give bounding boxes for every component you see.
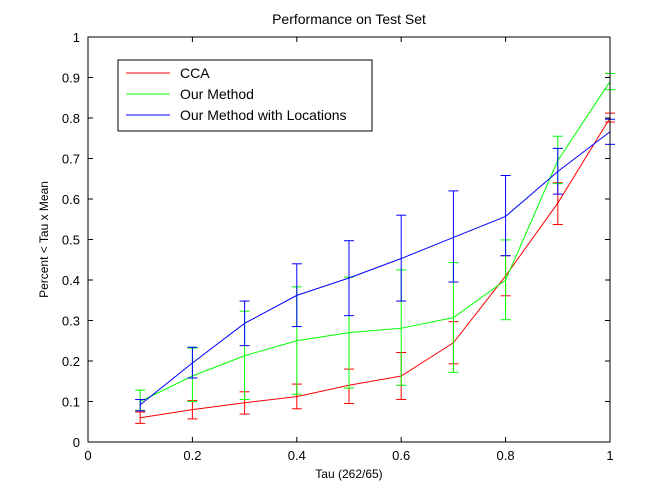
y-axis-label: Percent < Tau x Mean bbox=[37, 181, 51, 298]
x-tick-label: 0.4 bbox=[288, 448, 306, 463]
y-tick-label: 0.4 bbox=[62, 273, 80, 288]
data-point bbox=[505, 279, 507, 281]
series-line bbox=[140, 117, 611, 419]
y-tick-label: 0 bbox=[73, 435, 80, 450]
data-point bbox=[348, 277, 350, 279]
y-tick-label: 1 bbox=[73, 30, 80, 45]
legend-entry-label: Our Method with Locations bbox=[180, 107, 347, 123]
data-point bbox=[505, 215, 507, 218]
data-point bbox=[296, 294, 298, 296]
data-point bbox=[296, 396, 298, 398]
x-tick-label: 0.8 bbox=[497, 448, 515, 463]
series-line bbox=[139, 131, 611, 406]
y-tick-label: 0.1 bbox=[62, 395, 80, 410]
data-point bbox=[139, 404, 141, 406]
data-point bbox=[244, 322, 246, 324]
data-point bbox=[191, 409, 193, 411]
y-tick-label: 0.2 bbox=[62, 354, 80, 369]
error-bar bbox=[500, 175, 511, 257]
x-tick-label: 0 bbox=[84, 448, 91, 463]
chart-title: Performance on Test Set bbox=[272, 11, 426, 27]
series-layer bbox=[135, 72, 615, 424]
x-axis-label: Tau (262/65) bbox=[315, 467, 382, 481]
legend: CCA Our Method Our Method with Locations bbox=[117, 59, 373, 132]
y-tick-label: 0.3 bbox=[62, 314, 80, 329]
legend-box bbox=[117, 59, 373, 132]
x-tick-label: 0.2 bbox=[183, 448, 201, 463]
x-tick-label: 1 bbox=[606, 448, 613, 463]
y-tick-label: 0.6 bbox=[62, 192, 80, 207]
data-point bbox=[400, 257, 402, 260]
y-tick-label: 0.8 bbox=[62, 111, 80, 126]
data-point bbox=[244, 402, 246, 404]
series-2 bbox=[135, 118, 615, 412]
data-point bbox=[400, 327, 402, 329]
data-point bbox=[452, 317, 454, 319]
data-point bbox=[244, 355, 246, 357]
series-line bbox=[139, 81, 611, 402]
data-point bbox=[557, 170, 559, 173]
y-tick-label: 0.7 bbox=[62, 152, 80, 167]
y-tick-label: 0.9 bbox=[62, 71, 80, 86]
error-bar bbox=[448, 190, 459, 283]
data-point bbox=[348, 332, 350, 334]
x-tick-label: 0.6 bbox=[392, 448, 410, 463]
y-tick-label: 0.5 bbox=[62, 233, 80, 248]
data-point bbox=[557, 202, 559, 204]
data-point bbox=[191, 362, 193, 364]
axes-layer: 0 0.2 0.4 0.6 0.8 1 0 0.1 0.2 0.3 0.4 0.5 0.6 0.7 0.8 0… bbox=[62, 30, 614, 463]
data-point bbox=[139, 417, 141, 419]
legend-entry-label: CCA bbox=[180, 65, 210, 81]
legend-entry-label: Our Method bbox=[180, 86, 254, 102]
data-point bbox=[452, 236, 454, 239]
data-point bbox=[296, 340, 298, 342]
